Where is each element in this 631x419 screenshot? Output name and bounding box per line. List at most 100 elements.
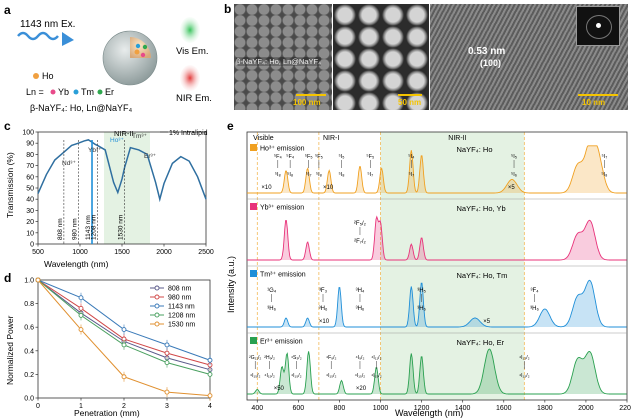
c-vline-label: 980 nm bbox=[71, 218, 78, 240]
level-upper: ³F₄ bbox=[531, 288, 540, 294]
trace-label: Er³⁺ emission bbox=[260, 339, 303, 346]
d-xlabel: Penetration (mm) bbox=[74, 408, 140, 418]
level-upper: ²H₉/₂ bbox=[264, 355, 275, 361]
level-upper: ⁵F₄ bbox=[286, 153, 295, 160]
dopant-yb-dot bbox=[140, 52, 146, 58]
excitation-label: 1143 nm Ex. bbox=[20, 19, 75, 30]
d-point bbox=[78, 312, 84, 318]
dopant-tm-dot bbox=[135, 43, 141, 49]
level-lower: ³H₆ bbox=[530, 306, 539, 312]
level-upper: ⁴I₁₁/₂ bbox=[371, 355, 381, 361]
c-xlabel: Wavelength (nm) bbox=[44, 259, 109, 269]
d-point bbox=[78, 295, 84, 301]
c-ion-marker: Er³⁺ bbox=[144, 153, 157, 160]
dopant-er-dot bbox=[142, 44, 148, 50]
trace-label: Tm³⁺ emission bbox=[260, 272, 306, 279]
d-point bbox=[207, 393, 213, 399]
lattice-plane-label: (100) bbox=[480, 58, 502, 68]
level-lower: ⁵I₆ bbox=[511, 171, 517, 178]
c-xtick-label: 1500 bbox=[114, 249, 130, 256]
level-upper: ⁵I₇ bbox=[602, 153, 608, 160]
trace-label: Yb³⁺ emission bbox=[260, 205, 304, 212]
c-xtick-label: 500 bbox=[32, 249, 44, 256]
legend-er-dot bbox=[97, 89, 103, 95]
legend-ho-dot bbox=[33, 73, 39, 79]
level-lower: ⁵I₈ bbox=[287, 171, 293, 178]
d-point bbox=[164, 350, 170, 356]
scale-3-label: 10 nm bbox=[582, 98, 606, 107]
d-point bbox=[164, 389, 170, 395]
level-lower: ⁴I₁₅/₂ bbox=[326, 373, 337, 379]
level-lower: ⁵I₇ bbox=[367, 171, 373, 178]
c-vline-label: 808 nm bbox=[57, 218, 64, 240]
level-lower: ⁵I₈ bbox=[316, 171, 322, 178]
level-upper: ⁴S₃/₂ bbox=[291, 355, 302, 361]
vis-emission-glow bbox=[180, 17, 200, 43]
c-ytick-label: 40 bbox=[26, 197, 34, 204]
d-legend-marker bbox=[154, 294, 160, 300]
c-ytick-label: 0 bbox=[30, 242, 34, 249]
c-vline-label: 1530 nm bbox=[118, 215, 125, 240]
trace-swatch bbox=[250, 203, 257, 210]
d-point bbox=[121, 374, 127, 380]
region-label: Visible bbox=[253, 135, 274, 142]
trace-fill bbox=[247, 216, 627, 260]
level-lower: ⁴I₁₅/₂ bbox=[355, 373, 366, 379]
e-xtick-label: 800 bbox=[334, 405, 346, 412]
scale-multiplier: ×5 bbox=[483, 319, 491, 325]
scale-2-label: 50 nm bbox=[398, 98, 422, 107]
level-upper: ³F₃ bbox=[319, 288, 328, 294]
trace-host-label: NaYF₄: Ho, Tm bbox=[457, 271, 508, 280]
c-ytick-label: 20 bbox=[26, 219, 34, 226]
c-ion-marker: Ho³⁺ bbox=[110, 137, 124, 144]
d-legend-marker bbox=[154, 285, 160, 291]
nir-emission-glow bbox=[180, 65, 200, 91]
panel-a: a 1143 nm Ex. Vis Em. NIR Em. Ho Ln = Yb… bbox=[4, 3, 212, 113]
scalebar-3 bbox=[578, 94, 618, 96]
d-point bbox=[35, 277, 41, 283]
level-lower: ⁵I₇ bbox=[306, 171, 312, 178]
nir-ii-window-label: NIR-II bbox=[114, 129, 134, 138]
level-lower: ³H₆ bbox=[356, 306, 365, 312]
nir-emission-label: NIR Em. bbox=[176, 93, 212, 104]
level-upper: ⁵F₄ bbox=[274, 153, 283, 160]
level-lower: ³H₆ bbox=[267, 306, 276, 312]
legend-er-label: Er bbox=[105, 87, 114, 97]
d-legend-label: 1208 nm bbox=[168, 313, 195, 320]
d-legend-label: 808 nm bbox=[168, 286, 192, 293]
region-label: NIR-I bbox=[323, 135, 339, 142]
e-xtick-label: 600 bbox=[293, 405, 305, 412]
c-ytick-label: 60 bbox=[26, 174, 34, 181]
level-lower: ⁵I₈ bbox=[601, 171, 607, 178]
scale-multiplier: ×10 bbox=[323, 185, 334, 191]
level-upper: ⁴I₉/₂ bbox=[356, 355, 365, 361]
c-ytick-label: 30 bbox=[26, 208, 34, 215]
scale-multiplier: ×10 bbox=[319, 319, 330, 325]
d-legend-marker bbox=[154, 303, 160, 309]
emission-spectra-chart: e Visible NIR-I NIR-II 400 600 800 1000 1200 14… bbox=[226, 119, 631, 418]
legend-ln-prefix: Ln = bbox=[26, 87, 44, 97]
scalebar-1 bbox=[296, 94, 326, 96]
trace-host-label: NaYF₄: Ho, Er bbox=[457, 338, 505, 347]
level-upper: ⁵F₅ bbox=[315, 153, 323, 160]
c-ytick-label: 10 bbox=[26, 230, 34, 237]
panel-e-letter: e bbox=[227, 119, 234, 133]
scale-multiplier: ×5 bbox=[508, 185, 516, 191]
legend-ho-label: Ho bbox=[42, 71, 54, 81]
level-lower: ⁵I₇ bbox=[408, 171, 414, 178]
c-xtick-label: 2000 bbox=[156, 249, 172, 256]
penetration-chart: d 0 1 2 3 4 0.0 0.2 0.4 0.6 0.8 1.0 808 nm 980 nm 11… bbox=[4, 271, 213, 418]
e-xtick-label: 1000 bbox=[373, 405, 389, 412]
level-lower: ⁴I₁₅/₂ bbox=[371, 373, 382, 379]
scale-multiplier: ×20 bbox=[356, 386, 367, 392]
c-xtick-label: 2500 bbox=[198, 249, 214, 256]
c-xtick-label: 1000 bbox=[72, 249, 88, 256]
level-upper: ⁴I₁₃/₂ bbox=[519, 355, 530, 361]
level-upper: ⁵F₅ bbox=[366, 153, 374, 160]
trace-label: Ho³⁺ emission bbox=[260, 146, 305, 153]
dopant-ho-dot bbox=[134, 49, 140, 55]
scale-1-label: 100 nm bbox=[293, 98, 321, 107]
level-upper: ⁵I₅ bbox=[511, 153, 517, 160]
d-point bbox=[164, 342, 170, 348]
tem-image-lowmag bbox=[234, 4, 332, 110]
